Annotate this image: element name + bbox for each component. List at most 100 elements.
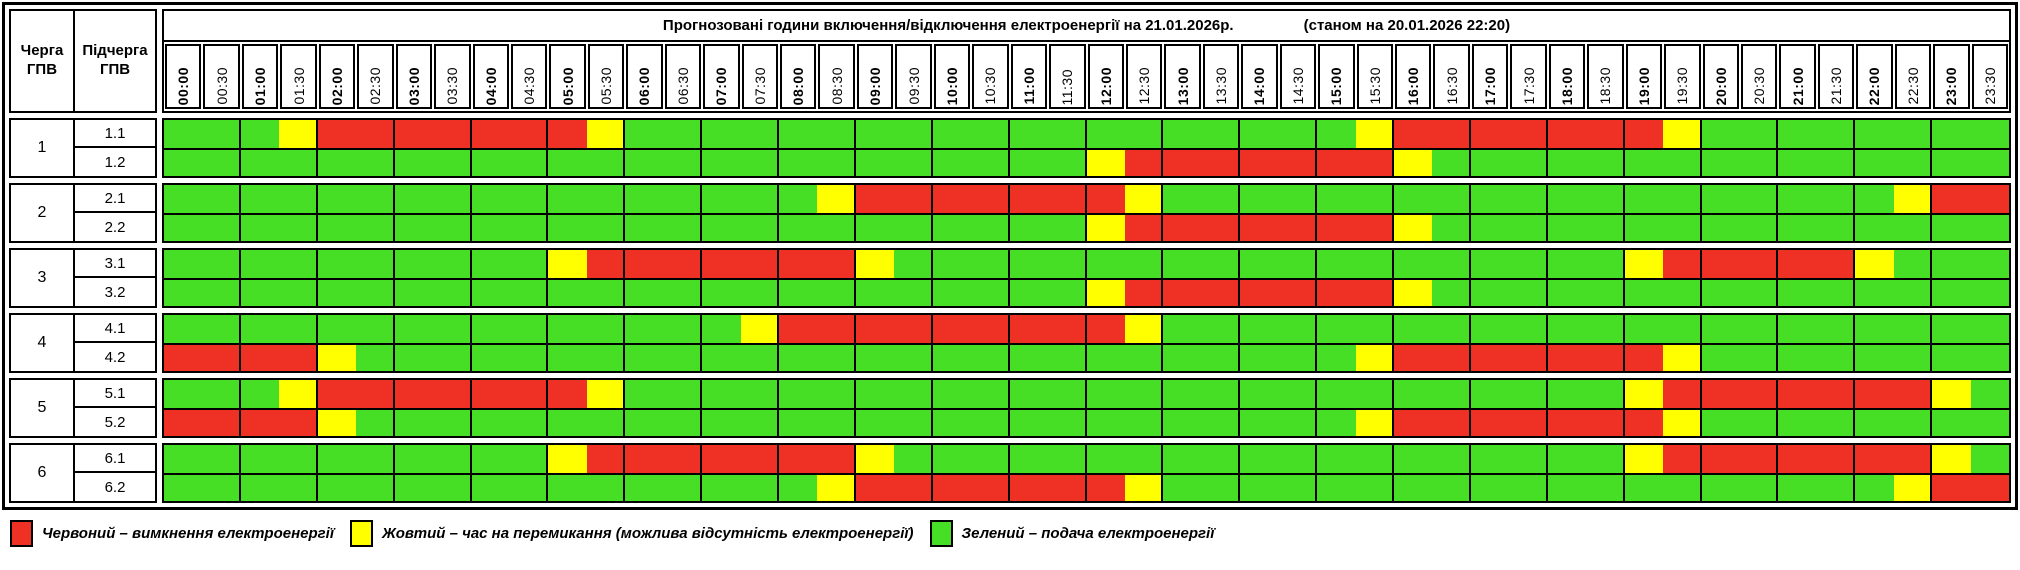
schedule-cell [625,215,664,241]
schedule-cell [663,445,703,473]
schedule-cell [1586,475,1625,501]
schedule-cell [1855,380,1894,408]
schedule-cell [1586,380,1625,408]
schedule-cell [625,410,664,436]
schedule-cell [1932,215,1971,241]
time-label-cell: 20:00 [1702,44,1739,109]
schedule-cell [202,215,241,241]
schedule-cell [1086,410,1125,436]
schedule-cell [1086,475,1125,501]
schedule-cell [740,120,779,148]
time-label: 06:30 [674,67,691,105]
schedule-cell [1470,345,1510,371]
schedule-cell [740,250,779,278]
schedule-cell [702,445,741,473]
schedule-cell [1124,410,1164,436]
time-label-cell: 08:30 [818,44,855,109]
schedule-cell [894,185,933,213]
schedule-cell [971,475,1010,501]
time-label: 00:00 [175,66,192,105]
schedule-cell [663,380,703,408]
schedule-cell [1201,445,1241,473]
schedule-cell [1932,150,1971,176]
schedule-cell [932,185,972,213]
schedule-cell [202,345,241,371]
schedule-cell [894,410,933,436]
schedule-cell [1509,185,1548,213]
schedule-cell [1701,185,1740,213]
group-label-block: 4 4.1 4.2 [9,313,157,373]
schedule-cell [1855,250,1894,278]
schedule-cell [548,120,587,148]
schedule-cell [509,185,549,213]
schedule-cell [394,345,434,371]
schedule-cell [1048,345,1087,371]
schedule-cell [240,150,280,176]
schedule-cell [855,215,895,241]
schedule-cell [971,445,1010,473]
schedule-cell [1355,150,1394,176]
schedule-cell [1201,280,1241,306]
schedule-cell [1278,445,1318,473]
schedule-cell [932,280,972,306]
time-label: 03:00 [405,66,422,105]
schedule-cell [317,345,357,371]
schedule-cell [1970,410,2009,436]
schedule-cell [702,410,741,436]
schedule-cell [1624,345,1664,371]
schedule-cell [1663,475,1702,501]
schedule-cell [1317,315,1356,343]
schedule-cell [1086,280,1125,306]
schedule-cell [779,185,818,213]
time-label: 13:00 [1174,66,1191,105]
schedule-cell [1547,150,1587,176]
time-label-cell: 15:30 [1356,44,1393,109]
schedule-cell [548,185,587,213]
schedule-cell [1394,280,1433,306]
schedule-cell [1317,380,1356,408]
time-label: 02:00 [328,66,345,105]
time-label-cell: 12:00 [1087,44,1124,109]
schedule-cell [740,410,779,436]
schedule-cell [1739,120,1779,148]
time-label: 03:30 [444,67,461,105]
schedule-cell [1932,345,1971,371]
time-label: 12:30 [1136,67,1153,105]
schedule-cell [1201,150,1241,176]
schedule-cell [279,250,318,278]
schedule-cell [1855,185,1894,213]
schedule-cell [394,380,434,408]
schedule-cell [356,280,395,306]
schedule-cell [1009,380,1049,408]
time-label-cell: 14:30 [1279,44,1317,109]
schedule-cell [1586,150,1625,176]
time-label-cell: 04:00 [472,44,509,109]
schedule-cell [471,215,510,241]
schedule-cell [663,315,703,343]
group-label-block: 2 2.1 2.2 [9,183,157,243]
schedule-cell [663,250,703,278]
time-label-cell: 19:30 [1664,44,1701,109]
schedule-cell [1201,315,1241,343]
schedule-cell [971,215,1010,241]
schedule-cell [1278,185,1318,213]
schedule-cell [317,315,357,343]
queue-group: 2 2.1 2.2 [9,183,2011,243]
schedule-cell [394,315,434,343]
schedule-cell [855,410,895,436]
schedule-cell [1240,185,1279,213]
schedule-cell [1701,215,1740,241]
schedule-cell [1778,150,1817,176]
schedule-cell [1432,215,1471,241]
schedule-cell [471,380,510,408]
schedule-cell [932,250,972,278]
schedule-cell [1509,345,1548,371]
schedule-cell [1663,250,1702,278]
schedule-cell [779,410,818,436]
schedule-cell [1394,475,1433,501]
time-label-cell: 21:00 [1779,44,1816,109]
schedule-cell [1048,215,1087,241]
schedule-cell [1893,215,1933,241]
time-label-cell: 03:00 [395,44,433,109]
schedule-cell [1816,215,1856,241]
